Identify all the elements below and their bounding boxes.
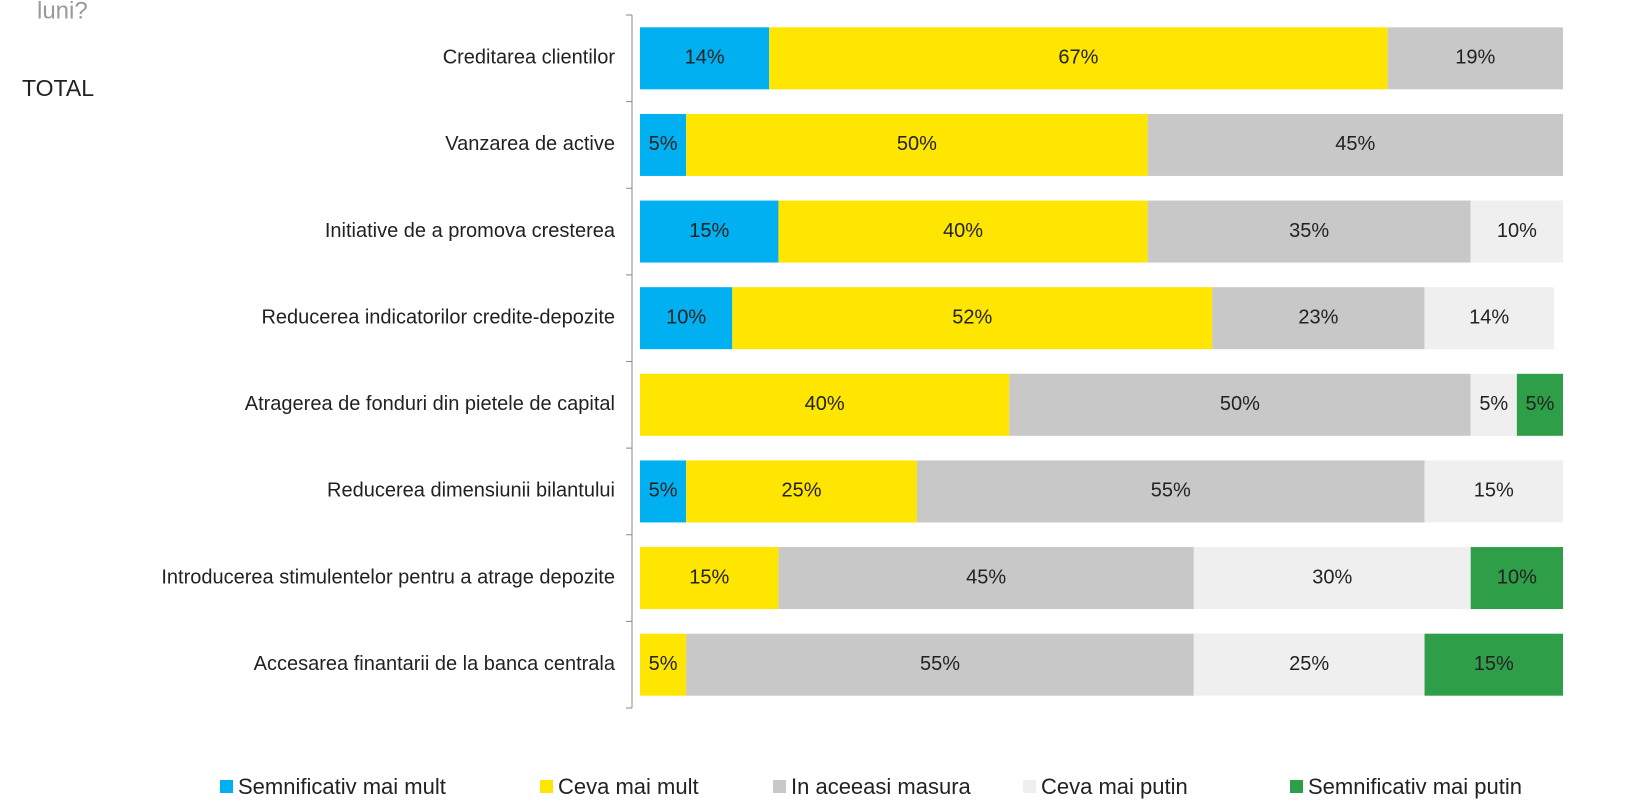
legend-label: Ceva mai putin [1041, 774, 1188, 799]
data-label: 52% [952, 306, 992, 328]
data-label: 19% [1455, 47, 1495, 69]
bar-segment [916, 460, 1425, 523]
bar-segment [1424, 460, 1563, 523]
bar-segment [640, 547, 779, 610]
bar-segment [1387, 27, 1563, 90]
legend-swatch [540, 780, 553, 793]
data-label: 14% [1469, 306, 1509, 328]
bar-segment [1212, 287, 1425, 350]
y-tick-label: Atragerea de fonduri din pietele de capi… [245, 393, 615, 415]
data-label: 50% [897, 133, 937, 155]
bar-segment [1193, 633, 1425, 696]
chart-subtitle: TOTAL [22, 75, 94, 101]
bar-segment [640, 373, 1010, 436]
bar-segment [1009, 373, 1471, 436]
bar-segment [1516, 373, 1563, 436]
bar-segment [778, 200, 1148, 263]
bar-segment [1470, 373, 1517, 436]
data-label: 5% [1479, 393, 1508, 415]
data-label: 10% [1497, 566, 1537, 588]
data-label: 45% [966, 566, 1006, 588]
bar-segment [640, 287, 733, 350]
data-label: 30% [1312, 566, 1352, 588]
data-label: 67% [1058, 47, 1098, 69]
y-tick-label: Reducerea indicatorilor credite-depozite [261, 306, 615, 328]
data-label: 10% [666, 306, 706, 328]
y-tick-label: Vanzarea de active [445, 133, 615, 155]
data-label: 25% [1289, 653, 1329, 675]
data-label: 15% [1474, 653, 1514, 675]
data-label: 5% [649, 480, 678, 502]
bar-segment [1147, 113, 1563, 176]
bar-segment [640, 200, 779, 263]
bar-segment [732, 287, 1213, 350]
bar-segment [778, 547, 1194, 610]
legend-label: Semnificativ mai putin [1308, 774, 1522, 799]
y-tick-label: Creditarea clientilor [443, 47, 616, 69]
data-label: 5% [1525, 393, 1554, 415]
bar-segment [1424, 633, 1563, 696]
bar-segment [769, 27, 1388, 90]
data-label: 10% [1497, 220, 1537, 242]
data-label: 14% [685, 47, 725, 69]
legend-swatch [1023, 780, 1036, 793]
data-label: 25% [782, 480, 822, 502]
bar-segment [640, 460, 687, 523]
data-label: 35% [1289, 220, 1329, 242]
legend-label: In aceeasi masura [791, 774, 972, 799]
data-label: 5% [649, 133, 678, 155]
chart-title: luni? [37, 0, 88, 24]
y-tick-label: Initiative de a promova cresterea [325, 220, 616, 242]
bar-segment [686, 113, 1148, 176]
legend-swatch [1290, 780, 1303, 793]
bar-segment [1424, 287, 1554, 350]
data-label: 23% [1298, 306, 1338, 328]
bar-segment [686, 633, 1194, 696]
bar-segment [640, 633, 687, 696]
data-label: 40% [943, 220, 983, 242]
data-label: 45% [1335, 133, 1375, 155]
bar-segment [1147, 200, 1471, 263]
data-label: 55% [1151, 480, 1191, 502]
legend-swatch [220, 780, 233, 793]
data-label: 55% [920, 653, 960, 675]
data-label: 5% [649, 653, 678, 675]
data-label: 50% [1220, 393, 1260, 415]
data-label: 15% [1474, 480, 1514, 502]
y-tick-label: Reducerea dimensiunii bilantului [327, 480, 615, 502]
data-label: 15% [689, 566, 729, 588]
legend-label: Ceva mai mult [558, 774, 699, 799]
bar-segment [1470, 547, 1563, 610]
bar-segment [640, 27, 770, 90]
y-tick-label: Introducerea stimulentelor pentru a atra… [161, 566, 615, 588]
bar-segment [640, 113, 687, 176]
y-tick-label: Accesarea finantarii de la banca central… [254, 653, 616, 675]
bar-segment [1193, 547, 1471, 610]
bar-segment [686, 460, 917, 523]
data-label: 15% [689, 220, 729, 242]
bar-segment [1470, 200, 1563, 263]
legend-swatch [773, 780, 786, 793]
legend-label: Semnificativ mai mult [238, 774, 446, 799]
data-label: 40% [805, 393, 845, 415]
